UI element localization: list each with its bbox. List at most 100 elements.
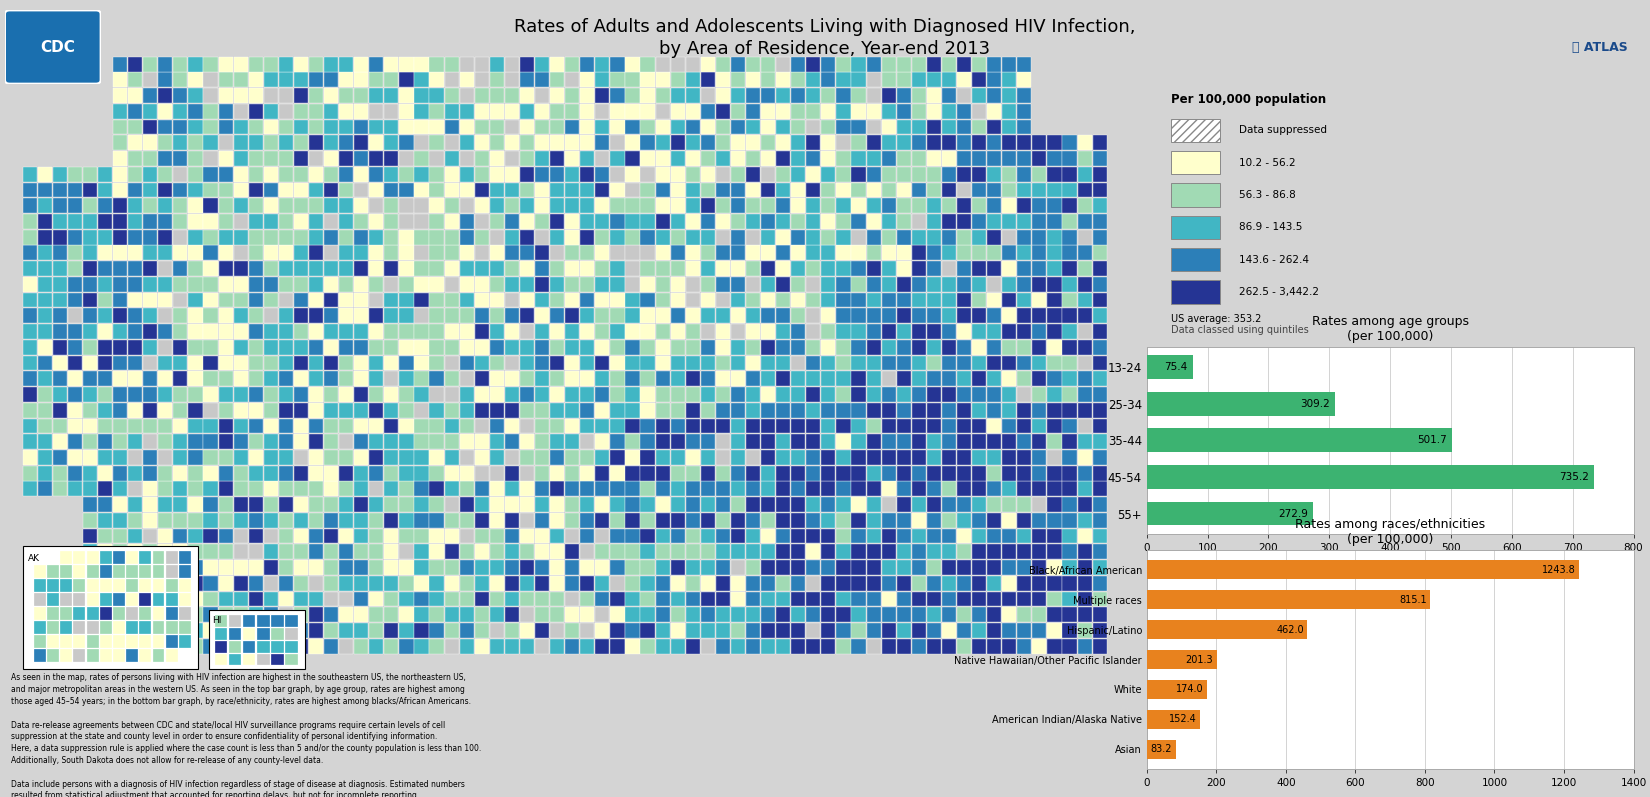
Bar	[279, 88, 294, 103]
Bar	[203, 576, 218, 591]
Bar	[271, 628, 284, 639]
Bar	[490, 371, 503, 386]
Text: 143.6 - 262.4: 143.6 - 262.4	[1239, 255, 1308, 265]
Bar	[957, 151, 972, 166]
Bar	[792, 57, 805, 72]
Bar	[564, 261, 579, 276]
Bar	[203, 607, 218, 622]
Bar	[384, 418, 398, 434]
Bar	[776, 324, 790, 339]
Bar	[822, 57, 835, 72]
Bar	[61, 649, 73, 662]
Bar	[340, 277, 353, 292]
Bar	[535, 308, 549, 324]
Bar	[112, 552, 125, 564]
Bar	[294, 623, 309, 638]
Bar	[505, 607, 520, 622]
Bar	[866, 104, 881, 119]
Bar	[279, 340, 294, 355]
Bar	[218, 292, 233, 308]
Bar	[581, 544, 594, 559]
Bar	[686, 450, 700, 465]
Bar	[444, 607, 459, 622]
Bar	[249, 151, 262, 166]
Bar	[746, 576, 761, 591]
Bar	[731, 183, 746, 198]
Bar	[716, 591, 729, 607]
Bar	[340, 245, 353, 261]
Bar	[701, 450, 714, 465]
Bar	[625, 450, 640, 465]
Bar	[218, 230, 233, 245]
Bar	[158, 57, 172, 72]
Bar	[837, 151, 850, 166]
Bar	[520, 434, 535, 449]
Bar	[957, 371, 972, 386]
Bar	[1048, 481, 1061, 497]
Bar	[129, 560, 142, 575]
Bar	[475, 104, 488, 119]
Bar	[957, 308, 972, 324]
Bar	[987, 340, 1002, 355]
Bar	[596, 528, 609, 544]
Bar	[535, 214, 549, 229]
Text: 10.2 - 56.2: 10.2 - 56.2	[1239, 158, 1295, 167]
Bar	[701, 88, 714, 103]
Bar	[1033, 277, 1046, 292]
Bar	[912, 261, 926, 276]
Bar	[927, 120, 940, 135]
Bar	[505, 402, 520, 418]
Bar	[82, 183, 97, 198]
Bar	[746, 355, 761, 371]
Bar	[112, 623, 127, 638]
Bar	[746, 167, 761, 182]
Bar	[309, 73, 323, 87]
Bar	[837, 292, 850, 308]
Bar	[384, 623, 398, 638]
Bar	[549, 308, 564, 324]
Bar	[1048, 497, 1061, 512]
Bar	[686, 340, 700, 355]
Bar	[285, 641, 297, 653]
Bar	[625, 560, 640, 575]
Bar	[746, 450, 761, 465]
Bar	[429, 355, 444, 371]
Bar	[942, 135, 955, 150]
Bar	[429, 324, 444, 339]
Bar	[38, 261, 51, 276]
Bar	[173, 340, 188, 355]
Bar	[1016, 387, 1031, 402]
Bar	[942, 277, 955, 292]
Bar	[761, 183, 776, 198]
Text: 735.2: 735.2	[1559, 472, 1589, 482]
Bar	[535, 120, 549, 135]
Bar	[837, 340, 850, 355]
Bar	[1048, 560, 1061, 575]
Bar	[987, 57, 1002, 72]
Bar	[686, 277, 700, 292]
Bar	[399, 481, 414, 497]
Bar	[927, 245, 940, 261]
Bar	[112, 324, 127, 339]
Bar	[475, 57, 488, 72]
Bar	[129, 120, 142, 135]
Bar	[173, 261, 188, 276]
Bar	[234, 544, 248, 559]
Bar	[444, 183, 459, 198]
Bar	[1002, 576, 1016, 591]
Bar	[82, 544, 97, 559]
Bar	[1002, 183, 1016, 198]
Bar	[82, 638, 97, 654]
Bar	[670, 57, 685, 72]
Bar	[234, 371, 248, 386]
Bar	[218, 167, 233, 182]
Bar	[384, 261, 398, 276]
Text: 174.0: 174.0	[1176, 685, 1204, 694]
Bar	[264, 576, 277, 591]
Bar	[625, 261, 640, 276]
Bar	[48, 621, 59, 634]
Bar	[596, 151, 609, 166]
Bar	[112, 591, 127, 607]
Bar	[234, 198, 248, 213]
Bar	[178, 593, 191, 606]
